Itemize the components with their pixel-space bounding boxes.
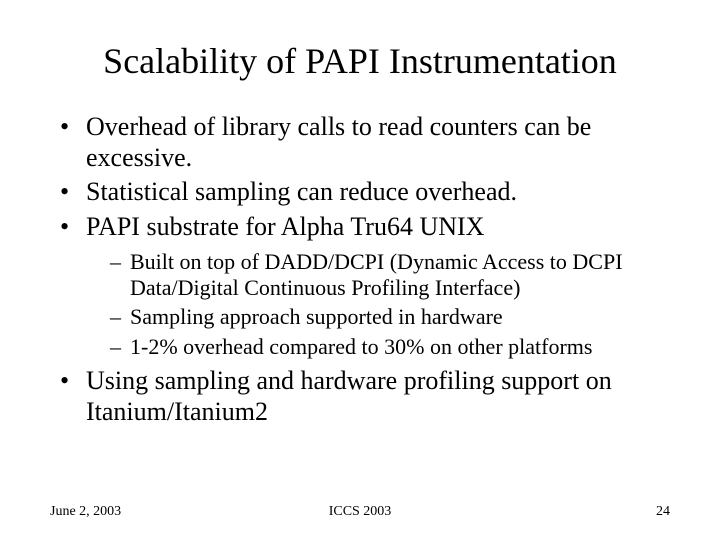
slide-title: Scalability of PAPI Instrumentation (50, 40, 670, 82)
list-item: Sampling approach supported in hardware (110, 304, 670, 330)
list-item: Overhead of library calls to read counte… (60, 112, 670, 173)
sub-bullet-text: Sampling approach supported in hardware (130, 304, 503, 329)
footer-date: June 2, 2003 (50, 504, 121, 520)
bullet-list: Overhead of library calls to read counte… (60, 112, 670, 428)
slide: Scalability of PAPI Instrumentation Over… (0, 0, 720, 540)
bullet-text: Statistical sampling can reduce overhead… (86, 177, 517, 206)
bullet-text: Using sampling and hardware profiling su… (86, 366, 612, 426)
bullet-text: PAPI substrate for Alpha Tru64 UNIX (86, 212, 484, 241)
footer-venue: ICCS 2003 (50, 504, 670, 520)
sub-bullet-list: Built on top of DADD/DCPI (Dynamic Acces… (110, 249, 670, 361)
bullet-text: Overhead of library calls to read counte… (86, 112, 591, 172)
list-item: Built on top of DADD/DCPI (Dynamic Acces… (110, 249, 670, 302)
list-item: PAPI substrate for Alpha Tru64 UNIX Buil… (60, 212, 670, 360)
list-item: Statistical sampling can reduce overhead… (60, 177, 670, 208)
list-item: 1-2% overhead compared to 30% on other p… (110, 334, 670, 360)
slide-footer: June 2, 2003 ICCS 2003 24 (50, 504, 670, 520)
sub-bullet-text: Built on top of DADD/DCPI (Dynamic Acces… (130, 249, 623, 300)
footer-page-number: 24 (656, 504, 670, 520)
sub-bullet-text: 1-2% overhead compared to 30% on other p… (130, 334, 592, 359)
list-item: Using sampling and hardware profiling su… (60, 366, 670, 427)
